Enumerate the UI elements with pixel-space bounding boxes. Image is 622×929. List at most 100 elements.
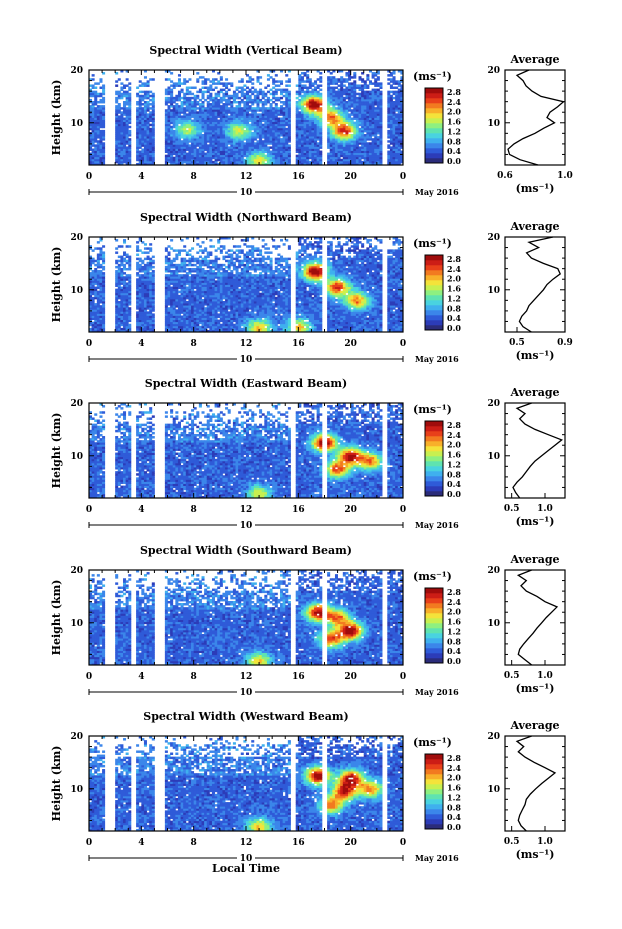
heatmap-cell <box>227 117 231 120</box>
heatmap-cell <box>89 158 93 162</box>
heatmap-cell <box>332 129 336 133</box>
heatmap-cell <box>374 90 378 94</box>
heatmap-cell <box>374 94 378 98</box>
heatmap-cell <box>251 127 255 131</box>
heatmap-cell <box>246 86 250 89</box>
heatmap-cell <box>164 119 168 123</box>
heatmap-cell <box>363 144 367 147</box>
heatmap-cell <box>319 131 323 135</box>
heatmap-cell <box>120 156 124 160</box>
heatmap-cell <box>89 134 93 137</box>
heatmap-cell <box>308 78 312 81</box>
heatmap-cell <box>345 136 349 139</box>
heatmap-cell <box>387 96 391 100</box>
heatmap-cell <box>332 90 336 94</box>
heatmap-cell <box>348 125 352 129</box>
heatmap-cell <box>342 78 346 81</box>
heatmap-cell <box>227 140 231 143</box>
heatmap-cell <box>285 74 289 77</box>
heatmap-cell <box>387 125 391 129</box>
heatmap-cell <box>358 134 362 137</box>
heatmap-cell <box>94 90 98 94</box>
heatmap-cell <box>248 144 252 147</box>
heatmap-cell <box>280 129 284 133</box>
heatmap-cell <box>269 150 273 154</box>
heatmap-cell <box>280 117 284 120</box>
heatmap-cell <box>136 280 140 283</box>
heatmap-cell <box>287 94 291 98</box>
heatmap-cell <box>115 150 119 154</box>
heatmap-cell <box>185 90 189 94</box>
heatmap-cell <box>136 315 140 318</box>
heatmap-cell <box>389 131 393 135</box>
heatmap-cell <box>102 148 106 151</box>
heatmap-cell <box>282 150 286 154</box>
heatmap-cell <box>136 292 140 296</box>
heatmap-cell <box>167 313 171 316</box>
heatmap-cell <box>334 162 338 166</box>
heatmap-cell <box>295 150 299 154</box>
heatmap-cell <box>232 162 236 166</box>
colorbar: 2.82.42.01.61.20.80.40.0 <box>424 87 461 166</box>
heatmap-cell <box>99 80 103 83</box>
heatmap-cell <box>91 131 95 135</box>
heatmap-cell <box>230 136 234 139</box>
heatmap-cell <box>261 100 265 104</box>
heatmap-cell <box>175 325 179 329</box>
heatmap-cell <box>334 90 338 94</box>
heatmap-cell <box>96 125 100 129</box>
heatmap-cell <box>222 136 226 139</box>
heatmap-cell <box>177 142 181 145</box>
heatmap-cell <box>371 138 375 141</box>
heatmap-cell <box>238 150 242 154</box>
heatmap-cell <box>259 82 263 85</box>
heatmap-cell <box>183 129 187 133</box>
heatmap-cell <box>115 261 119 265</box>
heatmap-cell <box>128 131 132 135</box>
heatmap-cell <box>280 70 284 73</box>
heatmap-cell <box>327 152 331 156</box>
heatmap-cell <box>188 121 192 125</box>
heatmap-cell <box>188 150 192 154</box>
heatmap-cell <box>225 90 229 94</box>
heatmap-cell <box>376 150 380 154</box>
heatmap-cell <box>206 107 210 110</box>
heatmap-cell <box>353 134 357 137</box>
heatmap-cell <box>295 144 299 147</box>
heatmap-cell <box>183 270 187 273</box>
heatmap-cell <box>146 138 150 141</box>
heatmap-cell <box>298 136 302 139</box>
heatmap-cell <box>91 86 95 89</box>
heatmap-cell <box>251 90 255 94</box>
heatmap-cell <box>230 100 234 104</box>
heatmap-cell <box>303 142 307 145</box>
colorbar-unit: (ms⁻¹) <box>413 70 452 83</box>
heatmap-cell <box>319 96 323 100</box>
heatmap-cell <box>348 162 352 166</box>
heatmap-cell <box>120 70 124 73</box>
heatmap-cell <box>151 78 155 81</box>
heatmap-cell <box>217 138 221 141</box>
heatmap-cell <box>206 129 210 133</box>
heatmap-cell <box>311 98 315 102</box>
heatmap-cell <box>180 270 184 273</box>
heatmap-cell <box>298 152 302 156</box>
heatmap-cell <box>342 156 346 160</box>
heatmap-cell <box>99 148 103 151</box>
heatmap-cell <box>395 94 399 98</box>
heatmap-cell <box>89 144 93 147</box>
heatmap-cell <box>240 86 244 89</box>
heatmap-cell <box>96 105 100 108</box>
heatmap-cell <box>167 111 171 114</box>
heatmap-cell <box>96 100 100 104</box>
heatmap-cell <box>91 305 95 308</box>
heatmap-cell <box>225 152 229 156</box>
heatmap-cell <box>342 107 346 110</box>
heatmap-cell <box>340 131 344 135</box>
heatmap-cell <box>89 125 93 129</box>
heatmap-cell <box>185 152 189 156</box>
heatmap-cell <box>327 119 331 123</box>
heatmap-cell <box>376 98 380 102</box>
heatmap-cell <box>371 125 375 129</box>
heatmap-cell <box>256 103 260 106</box>
